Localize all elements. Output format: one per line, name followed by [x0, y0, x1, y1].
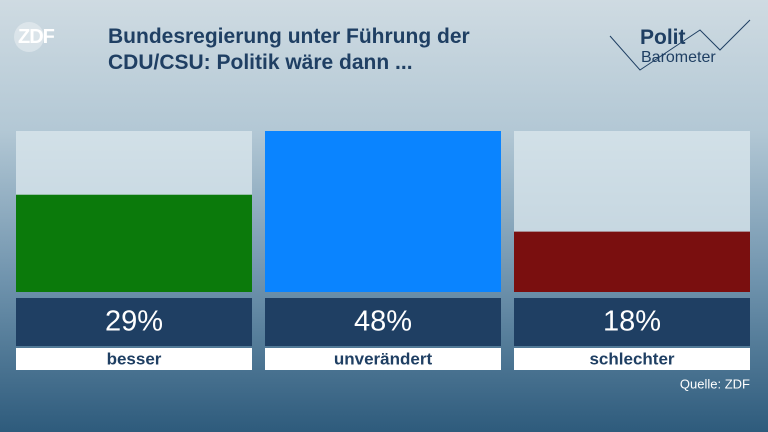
- brand-top: Polit: [640, 26, 686, 49]
- logo: ZDF: [18, 26, 55, 48]
- bar: [265, 131, 501, 292]
- value-label: 29%: [105, 306, 163, 338]
- category-box: [514, 348, 750, 370]
- category-label: schlechter: [589, 349, 674, 368]
- category-label: besser: [107, 349, 162, 368]
- bar: [514, 231, 750, 292]
- value-box: [16, 298, 252, 346]
- bar: [16, 194, 252, 292]
- category-label: unverändert: [334, 349, 433, 368]
- brand-line: [609, 19, 751, 71]
- value-box: [514, 298, 750, 346]
- chart-title: Bundesregierung unter Führung der CDU/CS…: [108, 25, 470, 74]
- logo-badge: [14, 22, 44, 52]
- category-box: [16, 348, 252, 370]
- value-label: 18%: [603, 306, 661, 338]
- brand-bottom: Barometer: [641, 49, 716, 66]
- category-box: [265, 348, 501, 370]
- value-label: 48%: [354, 306, 412, 338]
- value-box: [265, 298, 501, 346]
- source: Quelle: ZDF: [680, 376, 750, 391]
